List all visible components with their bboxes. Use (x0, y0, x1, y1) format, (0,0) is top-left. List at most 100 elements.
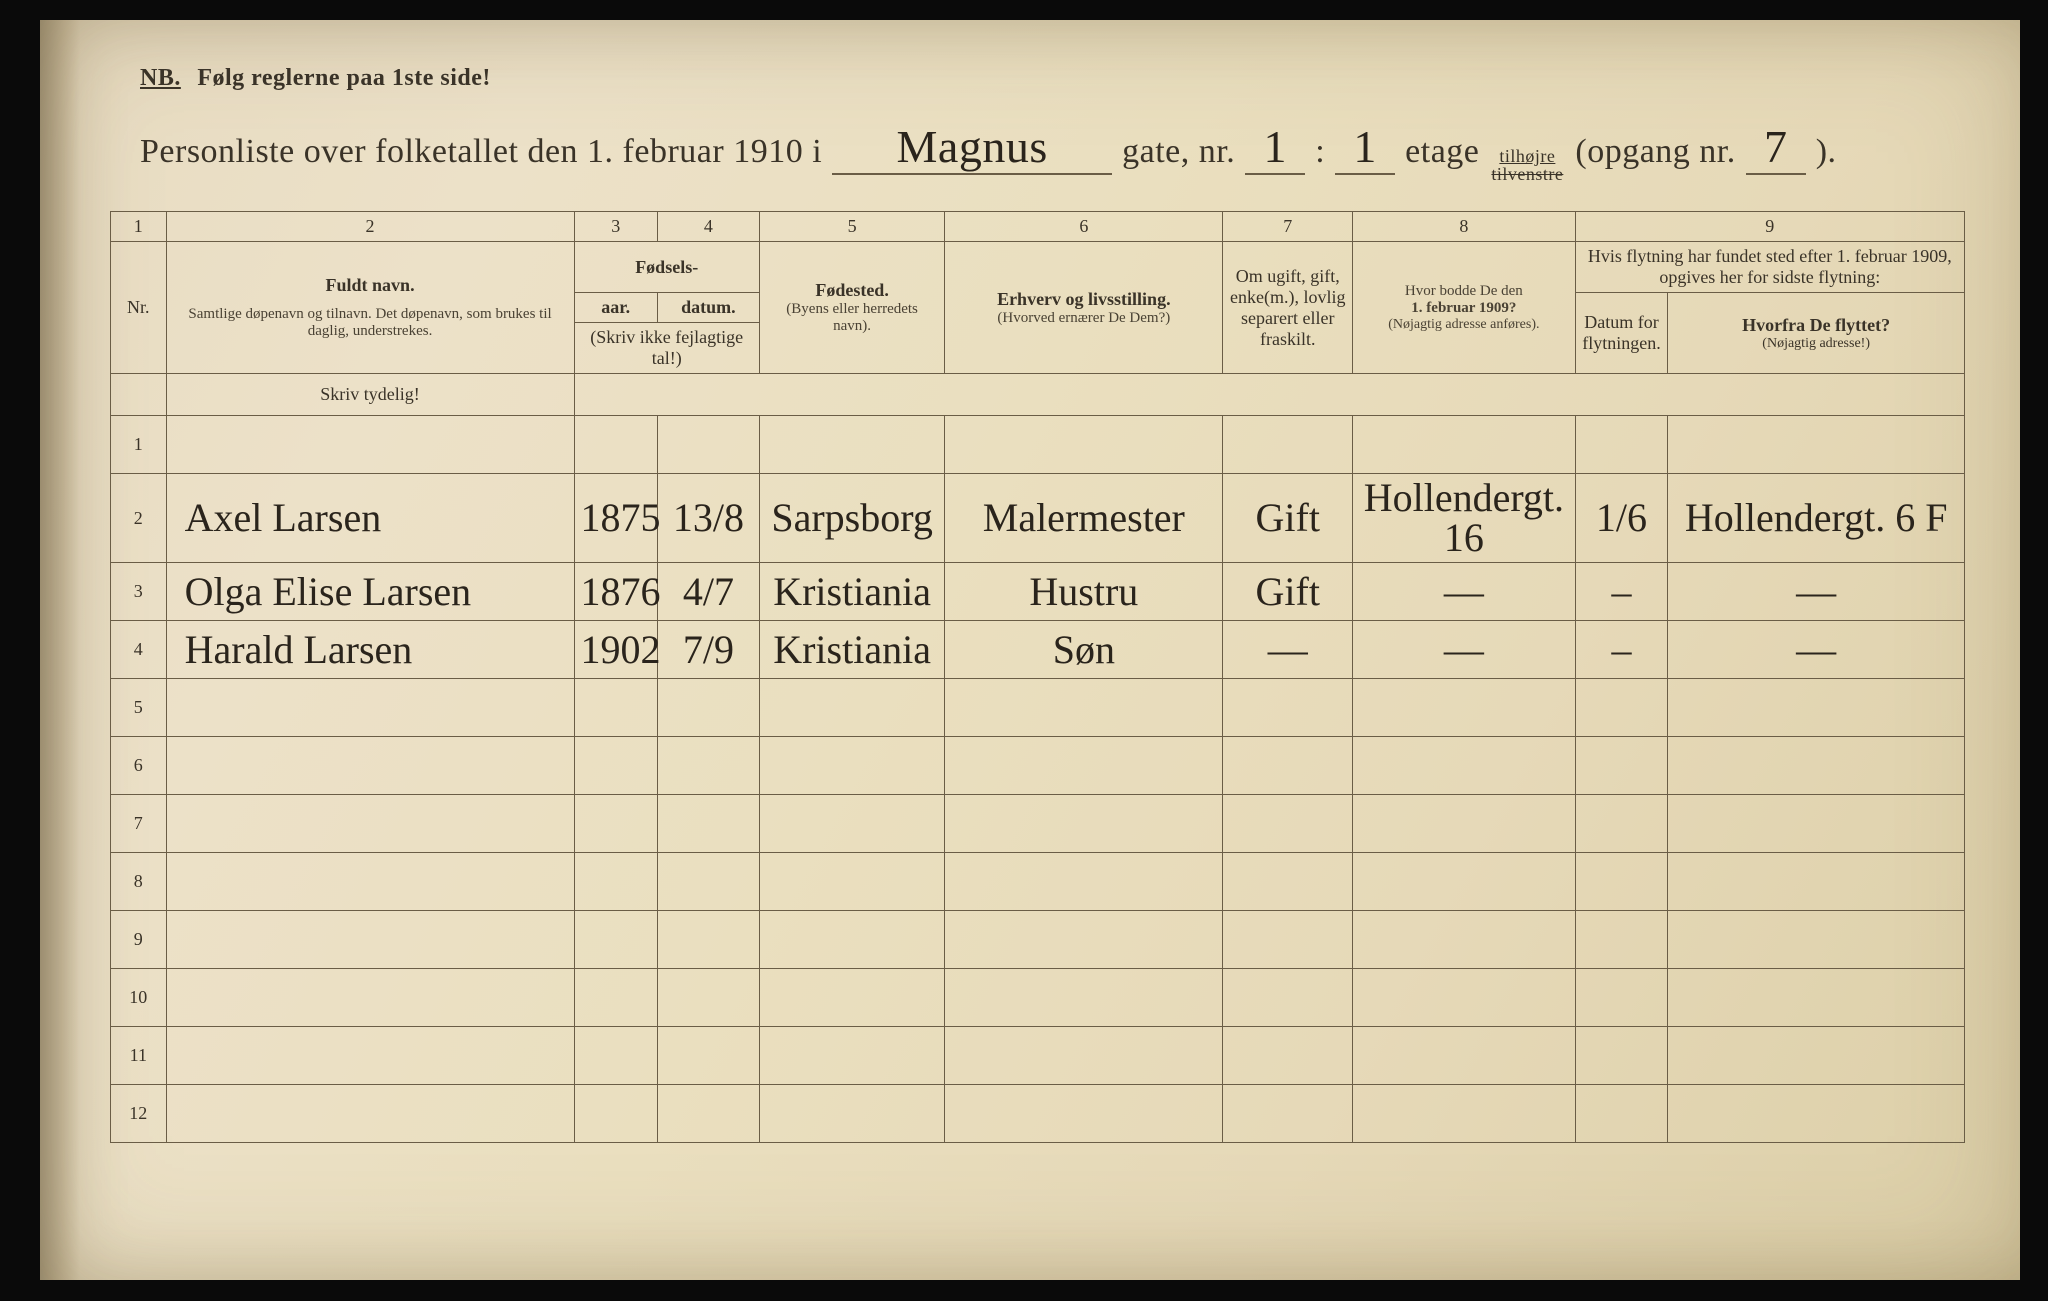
cell-occupation-value: Malermester (983, 495, 1185, 540)
hdr-name-main: Fuldt navn. (326, 275, 415, 295)
cell-date (657, 737, 759, 795)
table-row: 12 (111, 1085, 1965, 1143)
table-row: 11 (111, 1027, 1965, 1085)
cell-name (166, 853, 574, 911)
cell-civil-status-value: Gift (1256, 495, 1320, 540)
cell-date (657, 679, 759, 737)
hdr-year: aar. (574, 293, 657, 323)
table-body: 12Axel Larsen187513/8SarpsborgMalermeste… (111, 416, 1965, 1143)
cell-move-from (1668, 1085, 1965, 1143)
hdr-1909-sub: (Nøjagtig adresse anføres). (1359, 317, 1568, 333)
cell-date: 7/9 (657, 621, 759, 679)
row-number: 5 (111, 679, 167, 737)
cell-name: Axel Larsen (166, 474, 574, 563)
colnum-9: 9 (1575, 212, 1964, 242)
hdr-1909-b: 1. februar 1909? (1359, 300, 1568, 317)
cell-move-from (1668, 969, 1965, 1027)
hdr-year-note: (Skriv ikke fejlagtige tal!) (574, 323, 759, 374)
cell-date: 13/8 (657, 474, 759, 563)
cell-occupation (945, 416, 1223, 474)
cell-move-from (1668, 795, 1965, 853)
cell-year (574, 1085, 657, 1143)
colnum-3: 3 (574, 212, 657, 242)
row-number: 12 (111, 1085, 167, 1143)
cell-year (574, 679, 657, 737)
cell-occupation (945, 969, 1223, 1027)
side-left: tilvenstre (1491, 165, 1563, 183)
nb-label: NB. (140, 65, 181, 91)
cell-move-date (1575, 1027, 1668, 1085)
cell-address-1909 (1353, 416, 1575, 474)
row-number: 1 (111, 416, 167, 474)
cell-occupation (945, 679, 1223, 737)
cell-year (574, 911, 657, 969)
cell-date (657, 1085, 759, 1143)
cell-address-1909-value: — (1444, 569, 1484, 614)
hdr-1909: Hvor bodde De den 1. februar 1909? (Nøja… (1353, 242, 1575, 374)
skriv-tydelig: Skriv tydelig! (166, 374, 574, 416)
cell-birthplace (759, 737, 944, 795)
cell-move-date: – (1575, 563, 1668, 621)
side-indicator: tilhøjre tilvenstre (1491, 147, 1563, 183)
cell-address-1909: — (1353, 621, 1575, 679)
cell-move-from-value: — (1796, 627, 1836, 672)
cell-year-value: 1876 (581, 569, 661, 614)
cell-occupation: Malermester (945, 474, 1223, 563)
cell-occupation (945, 795, 1223, 853)
row-number: 3 (111, 563, 167, 621)
hdr-birth-group: Fødsels- (574, 242, 759, 293)
colon: : (1315, 133, 1325, 171)
cell-civil-status (1223, 969, 1353, 1027)
cell-move-from (1668, 853, 1965, 911)
colnum-8: 8 (1353, 212, 1575, 242)
cell-birthplace (759, 1027, 944, 1085)
hdr-date: datum. (657, 293, 759, 323)
street-name: Magnus (832, 120, 1112, 175)
cell-birthplace (759, 416, 944, 474)
table-row: 7 (111, 795, 1965, 853)
row-number: 6 (111, 737, 167, 795)
entrance-number: 7 (1746, 120, 1806, 175)
cell-birthplace-value: Sarpsborg (771, 495, 932, 540)
table-row: 3Olga Elise Larsen18764/7KristianiaHustr… (111, 563, 1965, 621)
cell-civil-status: Gift (1223, 474, 1353, 563)
cell-address-1909 (1353, 737, 1575, 795)
hdr-name-sub: Samtlige døpenavn og tilnavn. Det døpena… (173, 306, 568, 340)
hdr-place: Fødested. (Byens eller herredets navn). (759, 242, 944, 374)
side-right: tilhøjre (1499, 147, 1555, 165)
cell-move-date-value: 1/6 (1596, 495, 1647, 540)
cell-date-value: 4/7 (683, 569, 734, 614)
cell-move-date (1575, 969, 1668, 1027)
cell-address-1909 (1353, 795, 1575, 853)
cell-civil-status-value: Gift (1256, 569, 1320, 614)
cell-birthplace-value: Kristiania (773, 627, 931, 672)
cell-move-date-value: – (1611, 569, 1631, 614)
cell-address-1909 (1353, 969, 1575, 1027)
cell-civil-status (1223, 1085, 1353, 1143)
census-page: NB. Følg reglerne paa 1ste side! Personl… (40, 20, 2020, 1280)
table-row: 6 (111, 737, 1965, 795)
hdr-nr: Nr. (111, 242, 167, 374)
cell-occupation: Hustru (945, 563, 1223, 621)
colnum-2: 2 (166, 212, 574, 242)
cell-move-from-value: Hollendergt. 6 F (1685, 495, 1948, 540)
table-row: 8 (111, 853, 1965, 911)
cell-name (166, 1027, 574, 1085)
hdr-move-from-main: Hvorfra De flyttet? (1742, 315, 1890, 335)
cell-address-1909-value: Hollendergt. 16 (1364, 475, 1564, 560)
cell-civil-status (1223, 416, 1353, 474)
cell-occupation-value: Søn (1053, 627, 1115, 672)
cell-name (166, 911, 574, 969)
census-table: 1 2 3 4 5 6 7 8 9 Nr. Fuldt navn. Samtli… (110, 211, 1965, 1143)
floor-number: 1 (1335, 120, 1395, 175)
hdr-move-from-sub: (Nøjagtig adresse!) (1674, 336, 1958, 352)
cell-occupation (945, 1085, 1223, 1143)
cell-occupation-value: Hustru (1029, 569, 1138, 614)
cell-year (574, 737, 657, 795)
cell-birthplace: Kristiania (759, 563, 944, 621)
cell-year-value: 1875 (581, 495, 661, 540)
cell-move-date (1575, 911, 1668, 969)
cell-move-date (1575, 737, 1668, 795)
cell-birthplace (759, 911, 944, 969)
cell-name (166, 1085, 574, 1143)
